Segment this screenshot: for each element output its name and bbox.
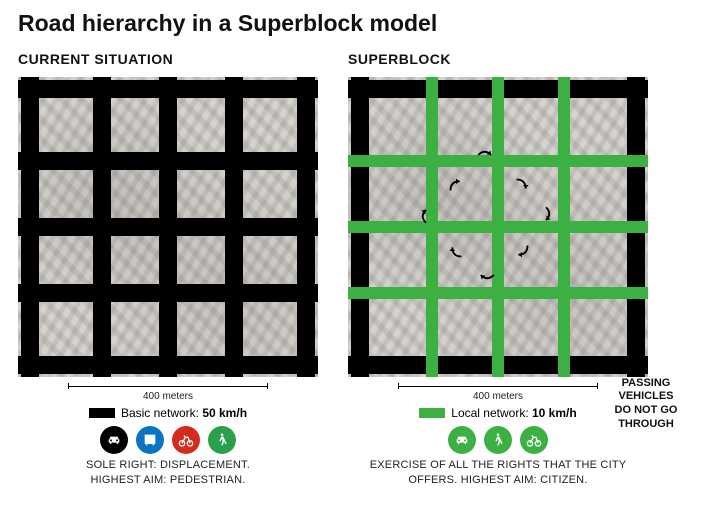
flow-arrow-up	[227, 184, 241, 198]
scale-line	[68, 383, 268, 389]
flow-arrow-up	[95, 184, 109, 198]
legend-text-current: Basic network: 50 km/h	[121, 406, 247, 420]
flow-arrow-down	[299, 250, 313, 264]
flow-arrow-down	[353, 112, 367, 126]
flow-arrow-up	[629, 322, 643, 336]
flow-arrow-left	[125, 286, 139, 300]
turn-arrow	[445, 174, 467, 196]
flow-arrow-right	[53, 82, 67, 96]
legend-swatch-black	[89, 408, 115, 418]
bike-icon	[172, 426, 200, 454]
grid-superblock	[348, 77, 648, 377]
flow-arrow-left	[455, 358, 469, 372]
flow-arrow-right	[383, 82, 397, 96]
scale-label: 400 meters	[68, 391, 268, 402]
flow-arrow-right	[53, 220, 67, 234]
flow-arrow-down	[299, 112, 313, 126]
flow-arrow-right	[53, 358, 67, 372]
flow-arrow-up	[629, 184, 643, 198]
car-icon	[448, 426, 476, 454]
scale-current: 400 meters	[68, 383, 268, 402]
flow-arrow-right	[191, 82, 205, 96]
flow-arrow-down	[23, 250, 37, 264]
sidenote: PASSING VEHICLES DO NOT GO THROUGH	[601, 377, 691, 432]
panel-superblock-heading: SUPERBLOCK	[348, 51, 648, 67]
panel-superblock: SUPERBLOCK 400 meters Local network: 10 …	[348, 51, 683, 488]
road-local	[492, 77, 504, 377]
legend-text-superblock: Local network: 10 km/h	[451, 406, 576, 420]
flow-arrow-right	[191, 220, 205, 234]
flow-arrow-down	[353, 250, 367, 264]
scale-label: 400 meters	[398, 391, 598, 402]
scale-line	[398, 383, 598, 389]
turn-arrow	[445, 240, 467, 262]
bus-icon	[136, 426, 164, 454]
panel-current-heading: CURRENT SITUATION	[18, 51, 318, 67]
legend-swatch-green	[419, 408, 445, 418]
walk-icon	[208, 426, 236, 454]
panels: CURRENT SITUATION 400 meters Basic netwo…	[18, 51, 702, 488]
caption-superblock: EXERCISE OF ALL THE RIGHTS THAT THE CITY…	[348, 458, 648, 488]
iconrow-current	[18, 426, 318, 454]
legend-current: Basic network: 50 km/h	[18, 406, 318, 420]
bike-icon	[520, 426, 548, 454]
caption-line: EXERCISE OF ALL THE RIGHTS THAT THE CITY	[348, 458, 648, 473]
flow-arrow-up	[227, 322, 241, 336]
turn-arrow	[511, 174, 533, 196]
flow-arrow-down	[161, 112, 175, 126]
walk-icon	[484, 426, 512, 454]
road-local	[348, 287, 648, 299]
sidenote-line: THROUGH	[601, 418, 691, 432]
scale-superblock: 400 meters	[398, 383, 598, 402]
flow-arrow-up	[95, 322, 109, 336]
caption-line: HIGHEST AIM: PEDESTRIAN.	[18, 473, 318, 488]
legend-speed: 50 km/h	[202, 406, 247, 420]
panel-current: CURRENT SITUATION 400 meters Basic netwo…	[18, 51, 318, 488]
flow-arrow-down	[23, 112, 37, 126]
sidenote-line: VEHICLES	[601, 390, 691, 404]
sidenote-line: PASSING	[601, 377, 691, 391]
caption-current: SOLE RIGHT: DISPLACEMENT. HIGHEST AIM: P…	[18, 458, 318, 488]
legend-label: Local network:	[451, 406, 528, 420]
flow-arrow-left	[263, 154, 277, 168]
grid-current	[18, 77, 318, 377]
flow-arrow-right	[191, 358, 205, 372]
page-title: Road hierarchy in a Superblock model	[18, 10, 702, 37]
legend-label: Basic network:	[121, 406, 199, 420]
sidenote-line: DO NOT GO	[601, 404, 691, 418]
flow-arrow-left	[593, 358, 607, 372]
flow-arrow-right	[521, 82, 535, 96]
car-icon	[100, 426, 128, 454]
legend-speed: 10 km/h	[532, 406, 577, 420]
flow-arrow-down	[161, 250, 175, 264]
caption-line: SOLE RIGHT: DISPLACEMENT.	[18, 458, 318, 473]
flow-arrow-left	[263, 286, 277, 300]
caption-line: OFFERS. HIGHEST AIM: CITIZEN.	[348, 473, 648, 488]
flow-arrow-left	[125, 154, 139, 168]
turn-arrow	[511, 240, 533, 262]
road-local	[558, 77, 570, 377]
